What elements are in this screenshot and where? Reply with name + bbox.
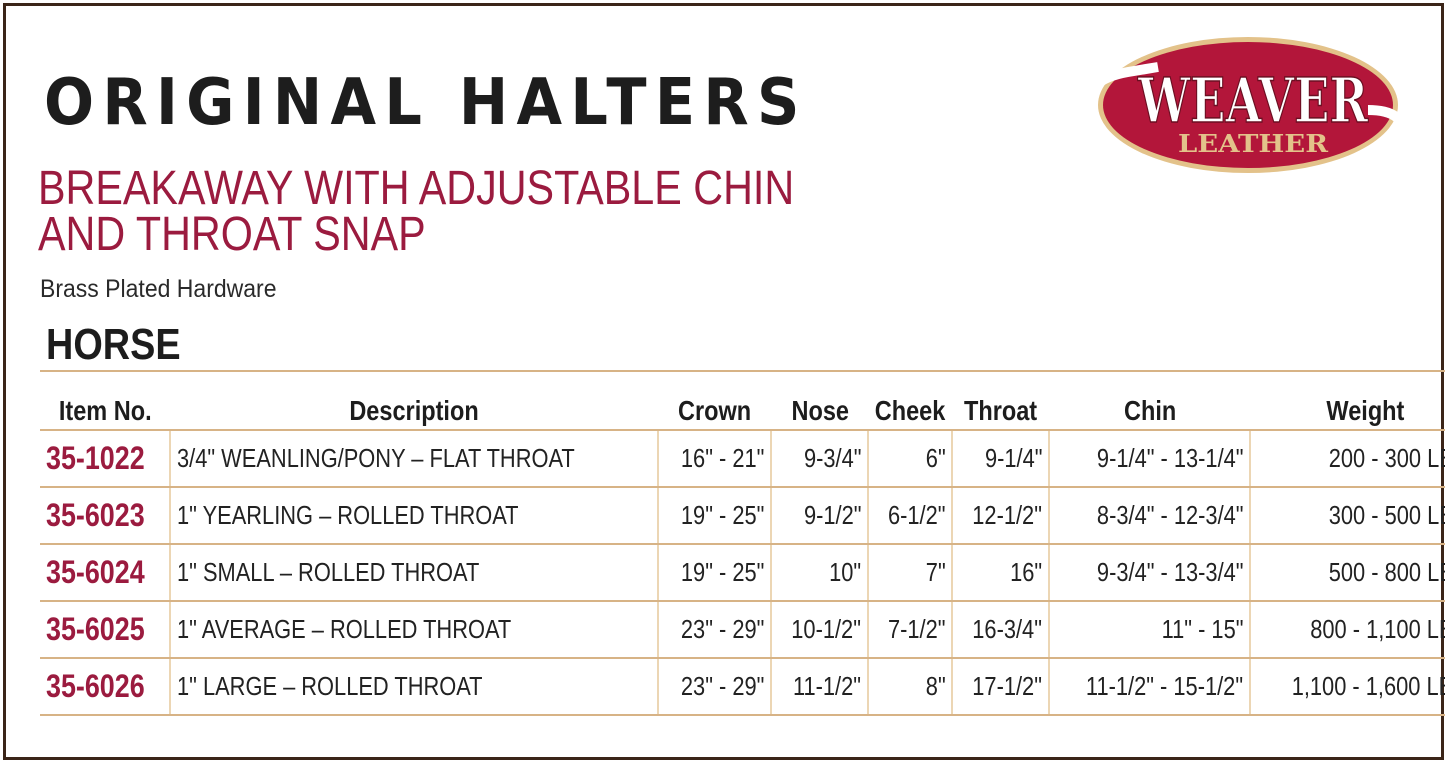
cell-description: 1" AVERAGE – ROLLED THROAT: [169, 601, 658, 659]
halter-size-table: Item No. Description Crown Nose Cheek Th…: [40, 370, 1445, 716]
cell-crown: 16" - 21": [656, 430, 772, 488]
col-throat: Throat: [952, 371, 1050, 431]
cell-chin: 9-3/4" - 13-3/4": [1048, 544, 1251, 602]
col-description: Description: [170, 371, 658, 431]
cell-chin: 11" - 15": [1048, 601, 1251, 659]
cell-item-no: 35-6023: [40, 487, 171, 545]
cell-item-no: 35-6024: [40, 544, 171, 602]
hardware-note: Brass Plated Hardware: [40, 275, 277, 303]
cell-nose: 9-3/4": [770, 430, 869, 488]
cell-nose: 10": [770, 544, 869, 602]
col-crown: Crown: [657, 371, 772, 431]
col-cheek: Cheek: [868, 371, 953, 431]
cell-crown: 19" - 25": [656, 487, 772, 545]
cell-throat: 17-1/2": [951, 658, 1050, 716]
cell-chin: 9-1/4" - 13-1/4": [1048, 430, 1251, 488]
cell-weight: 500 - 800 LBS.: [1249, 544, 1445, 602]
cell-chin: 11-1/2" - 15-1/2": [1048, 658, 1251, 716]
weaver-leather-logo: WEAVER LEATHER: [1082, 37, 1409, 173]
col-nose: Nose: [771, 371, 869, 431]
cell-nose: 10-1/2": [770, 601, 869, 659]
table-row: 35-6024 1" SMALL – ROLLED THROAT 19" - 25"…: [40, 544, 1445, 602]
cell-nose: 9-1/2": [770, 487, 869, 545]
page-title: ORIGINAL HALTERS: [44, 66, 808, 140]
cell-weight: 800 - 1,100 LBS.: [1249, 601, 1445, 659]
subtitle-line-2: AND THROAT SNAP: [38, 208, 426, 261]
cell-throat: 16": [951, 544, 1050, 602]
svg-text:WEAVER: WEAVER: [1137, 64, 1368, 137]
cell-weight: 200 - 300 LBS.: [1249, 430, 1445, 488]
table-row: 35-6026 1" LARGE – ROLLED THROAT 23" - 29"…: [40, 658, 1445, 716]
cell-throat: 12-1/2": [951, 487, 1050, 545]
table-row: 35-1022 3/4" WEANLING/PONY – FLAT THROAT 1…: [40, 430, 1445, 488]
product-subtitle: BREAKAWAY WITH ADJUSTABLE CHIN AND THROA…: [38, 162, 795, 261]
cell-throat: 9-1/4": [951, 430, 1050, 488]
cell-cheek: 6-1/2": [867, 487, 953, 545]
cell-weight: 1,100 - 1,600 LBS.: [1249, 658, 1445, 716]
table-row: 35-6025 1" AVERAGE – ROLLED THROAT 23" - 2…: [40, 601, 1445, 659]
cell-description: 1" YEARLING – ROLLED THROAT: [169, 487, 658, 545]
svg-text:LEATHER: LEATHER: [1178, 129, 1329, 158]
cell-item-no: 35-1022: [40, 430, 171, 488]
cell-cheek: 6": [867, 430, 953, 488]
cell-crown: 23" - 29": [656, 658, 772, 716]
cell-chin: 8-3/4" - 12-3/4": [1048, 487, 1251, 545]
cell-weight: 300 - 500 LBS.: [1249, 487, 1445, 545]
cell-description: 3/4" WEANLING/PONY – FLAT THROAT: [169, 430, 658, 488]
col-item-no: Item No.: [40, 371, 171, 431]
cell-crown: 19" - 25": [656, 544, 772, 602]
cell-cheek: 8": [867, 658, 953, 716]
cell-nose: 11-1/2": [770, 658, 869, 716]
table-row: 35-6023 1" YEARLING – ROLLED THROAT 19" - …: [40, 487, 1445, 545]
section-heading: HORSE: [46, 320, 181, 369]
cell-crown: 23" - 29": [656, 601, 772, 659]
cell-description: 1" LARGE – ROLLED THROAT: [169, 658, 658, 716]
cell-item-no: 35-6025: [40, 601, 171, 659]
cell-description: 1" SMALL – ROLLED THROAT: [169, 544, 658, 602]
col-chin: Chin: [1049, 371, 1251, 431]
table-header-row: Item No. Description Crown Nose Cheek Th…: [40, 371, 1445, 431]
cell-cheek: 7": [867, 544, 953, 602]
col-weight: Weight: [1250, 371, 1445, 431]
cell-cheek: 7-1/2": [867, 601, 953, 659]
subtitle-line-1: BREAKAWAY WITH ADJUSTABLE CHIN: [38, 162, 795, 215]
cell-throat: 16-3/4": [951, 601, 1050, 659]
cell-item-no: 35-6026: [40, 658, 171, 716]
